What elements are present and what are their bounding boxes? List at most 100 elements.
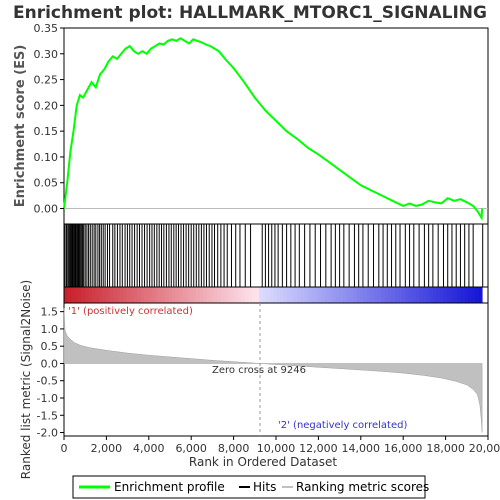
- zero-cross-label: Zero cross at 9246: [212, 365, 306, 376]
- negative-correlation-label: '2' (negatively correlated): [278, 420, 407, 431]
- heat-bar-segment: [74, 287, 79, 303]
- y-tick-label-metric: -0.5: [37, 375, 58, 388]
- heat-bar-segment: [98, 287, 103, 303]
- heat-bar-segment: [394, 287, 399, 303]
- hits-layer: [64, 224, 484, 287]
- heat-bar-segment: [252, 287, 257, 303]
- heat-bar-segment: [412, 287, 417, 303]
- y-tick-label-es: 0.00: [34, 203, 59, 216]
- x-tick-label: 12,000: [299, 442, 338, 455]
- heat-bar-segment: [231, 287, 236, 303]
- y-axis-label-metric: Ranked list metric (Signal2Noise): [19, 280, 33, 479]
- heat-bar-segment: [353, 287, 358, 303]
- y-axis-label-es: Enrichment score (ES): [13, 45, 28, 208]
- heat-bar-segment: [224, 287, 229, 303]
- heat-bar-segment: [286, 287, 291, 303]
- heat-bar-segment: [273, 287, 278, 303]
- heat-bar-segment: [450, 287, 455, 303]
- x-tick-label: 18,000: [426, 442, 465, 455]
- heat-bar-segment: [300, 287, 305, 303]
- ranking-metric-area: [63, 308, 483, 433]
- y-tick-label-metric: -2.0: [37, 427, 58, 440]
- heat-bar-segment: [112, 287, 117, 303]
- y-tick-label-metric: -1.5: [37, 409, 58, 422]
- heat-bar-segment: [119, 287, 124, 303]
- heat-bar-segment: [339, 287, 344, 303]
- heat-bar-segment: [290, 287, 295, 303]
- heat-bar-segment: [335, 287, 340, 303]
- y-tick-label-es: 0.30: [34, 48, 59, 61]
- heat-bar-segment: [387, 287, 392, 303]
- heat-bar-segment: [304, 287, 309, 303]
- heat-bar-segment: [217, 287, 222, 303]
- heat-bar-segment: [196, 287, 201, 303]
- heat-bar-segment: [464, 287, 469, 303]
- heat-bar-segment: [81, 287, 86, 303]
- heat-bar-segment: [241, 287, 246, 303]
- heat-bar-segment: [419, 287, 424, 303]
- heat-bar-segment: [147, 287, 152, 303]
- heat-bar-segment: [349, 287, 354, 303]
- heat-bar-segment: [356, 287, 361, 303]
- heat-bar-segment: [245, 287, 250, 303]
- heat-bar-segment: [206, 287, 211, 303]
- y-tick-label-es: 0.35: [34, 22, 59, 35]
- heat-bar-segment: [185, 287, 190, 303]
- heat-bar-segment: [429, 287, 434, 303]
- heat-bar-segment: [443, 287, 448, 303]
- heat-bar-segment: [182, 287, 187, 303]
- heat-bar-segment: [154, 287, 159, 303]
- y-tick-label-es: 0.15: [34, 125, 59, 138]
- heat-bar-segment: [314, 287, 319, 303]
- heat-bar-segment: [95, 287, 100, 303]
- heat-bar-segment: [426, 287, 431, 303]
- heat-bar-segment: [384, 287, 389, 303]
- heat-bar-segment: [84, 287, 89, 303]
- x-tick-label: 2,000: [91, 442, 123, 455]
- positive-correlation-label: '1' (positively correlated): [68, 306, 193, 317]
- heat-bar-segment: [77, 287, 82, 303]
- heat-bar-segment: [408, 287, 413, 303]
- heat-bar-segment: [178, 287, 183, 303]
- heat-bar-segment: [401, 287, 406, 303]
- heat-bar-segment: [436, 287, 441, 303]
- heat-bar-segment: [238, 287, 243, 303]
- heat-bar-segment: [321, 287, 326, 303]
- heat-bar-segment: [116, 287, 121, 303]
- heat-bar-segment: [332, 287, 337, 303]
- heat-bar-segment: [123, 287, 128, 303]
- heat-bar-segment: [161, 287, 166, 303]
- heat-bar-segment: [67, 287, 72, 303]
- heat-bar-segment: [471, 287, 476, 303]
- heat-bar-segment: [109, 287, 114, 303]
- x-axis-label: Rank in Ordered Dataset: [189, 455, 337, 469]
- heat-bar-segment: [248, 287, 253, 303]
- x-tick-label: 16,000: [384, 442, 423, 455]
- heat-bar-segment: [269, 287, 274, 303]
- heat-bar-segment: [227, 287, 232, 303]
- y-tick-label-metric: 0.5: [41, 340, 59, 353]
- x-tick-label: 14,000: [342, 442, 381, 455]
- legend-metric-label: Ranking metric scores: [296, 480, 429, 494]
- heat-bar-segment: [255, 287, 260, 303]
- y-tick-label-es: 0.25: [34, 74, 59, 87]
- y-tick-label-metric: 0.0: [41, 357, 59, 370]
- heat-bar-segment: [468, 287, 473, 303]
- axes-layer: 0.000.050.100.150.200.250.300.351.51.00.…: [34, 22, 500, 455]
- legend-hits-label: Hits: [253, 480, 276, 494]
- enrichment-profile-line: [63, 37, 484, 222]
- heat-bar-segment: [133, 287, 138, 303]
- x-tick-label: 4,000: [133, 442, 165, 455]
- heat-bar-segment: [377, 287, 382, 303]
- heat-bar-segment: [130, 287, 135, 303]
- heat-bar-segment: [360, 287, 365, 303]
- rank-heat-bar: [63, 286, 489, 304]
- heat-bar-segment: [234, 287, 239, 303]
- chart-title: Enrichment plot: HALLMARK_MTORC1_SIGNALI…: [13, 3, 487, 23]
- heat-bar-segment: [391, 287, 396, 303]
- heat-bar-segment: [398, 287, 403, 303]
- y-tick-label-es: 0.20: [34, 99, 59, 112]
- x-tick-label: 0: [61, 442, 68, 455]
- es-layer: [63, 37, 488, 222]
